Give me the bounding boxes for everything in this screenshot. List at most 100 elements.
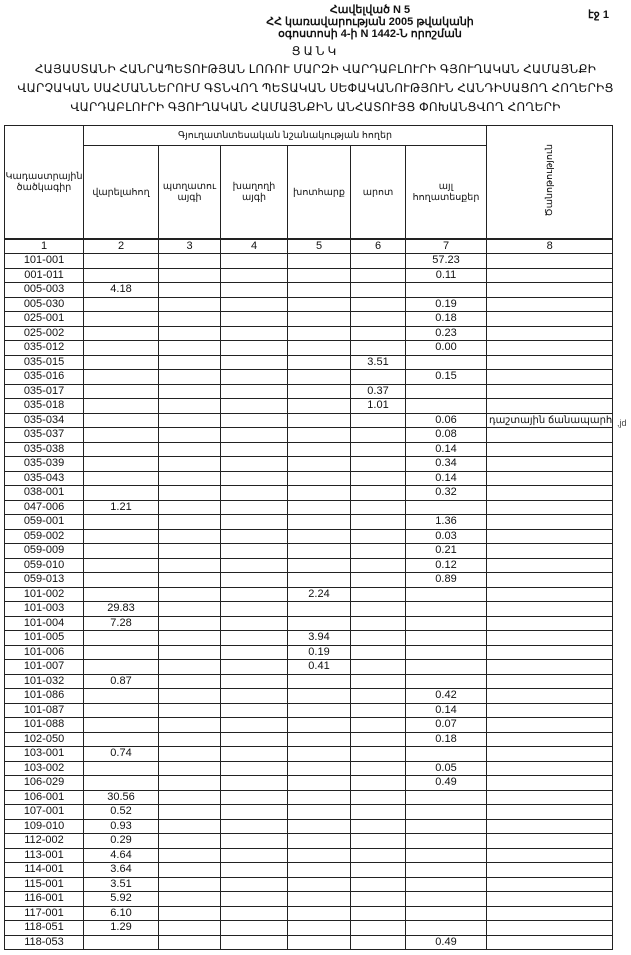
note-cell: [485, 673, 614, 689]
note-cell: [485, 934, 614, 950]
area-cell: [350, 499, 406, 515]
area-cell: [405, 354, 487, 370]
cadastral-code-cell: 103-001: [4, 746, 84, 762]
area-cell: 0.15: [405, 369, 487, 385]
area-cell: [287, 789, 351, 805]
cadastral-code-cell: 101-007: [4, 659, 84, 675]
area-cell: 6.10: [83, 905, 159, 921]
area-cell: [158, 760, 221, 776]
annex-line: ՀՀ կառավարության 2005 թվականի: [266, 16, 474, 28]
area-cell: [287, 847, 351, 863]
note-cell: [485, 441, 614, 457]
table-row: 035-034 0.06 դաշտային ճանապարհ: [4, 412, 614, 428]
table-row: 025-002 0.23: [4, 325, 614, 341]
area-cell: 0.03: [405, 528, 487, 544]
area-cell: [405, 746, 487, 762]
table-row: 101-005 3.94: [4, 630, 614, 646]
area-cell: [83, 340, 159, 356]
table-row: 005-003 4.18: [4, 282, 614, 298]
cadastral-code-cell: 059-002: [4, 528, 84, 544]
area-cell: [158, 731, 221, 747]
area-cell: [405, 586, 487, 602]
area-cell: [158, 340, 221, 356]
table-row: 114-001 3.64: [4, 862, 614, 878]
table-row: 113-001 4.64: [4, 847, 614, 863]
table-row: 059-013 0.89: [4, 572, 614, 588]
area-cell: [83, 485, 159, 501]
table-row: 059-002 0.03: [4, 528, 614, 544]
cadastral-code-cell: 109-010: [4, 818, 84, 834]
table-row: 103-001 0.74: [4, 746, 614, 762]
area-cell: [83, 470, 159, 486]
column-number: 6: [350, 238, 406, 254]
area-cell: [220, 586, 288, 602]
cadastral-code-cell: 113-001: [4, 847, 84, 863]
header-note: Ծանոթություն: [485, 125, 614, 240]
cadastral-code-cell: 035-015: [4, 354, 84, 370]
area-cell: [158, 789, 221, 805]
area-cell: [287, 412, 351, 428]
note-cell: [485, 862, 614, 878]
area-cell: 0.74: [83, 746, 159, 762]
area-cell: 0.14: [405, 470, 487, 486]
note-cell: [485, 717, 614, 733]
area-cell: [83, 369, 159, 385]
cadastral-code-cell: 106-001: [4, 789, 84, 805]
header-pasture: արոտ: [350, 145, 406, 240]
area-cell: [83, 775, 159, 791]
area-cell: [158, 702, 221, 718]
area-cell: [220, 499, 288, 515]
area-cell: [350, 412, 406, 428]
area-cell: [350, 688, 406, 704]
cadastral-code-cell: 107-001: [4, 804, 84, 820]
area-cell: [350, 746, 406, 762]
area-cell: [83, 543, 159, 559]
area-cell: [350, 934, 406, 950]
area-cell: [83, 717, 159, 733]
table-row: 101-086 0.42: [4, 688, 614, 704]
area-cell: [158, 905, 221, 921]
area-cell: [158, 847, 221, 863]
area-cell: 0.42: [405, 688, 487, 704]
cadastral-code-cell: 001-011: [4, 267, 84, 283]
area-cell: [220, 470, 288, 486]
area-cell: [158, 862, 221, 878]
area-cell: [287, 340, 351, 356]
area-cell: 1.36: [405, 514, 487, 530]
cadastral-code-cell: 117-001: [4, 905, 84, 921]
area-cell: [83, 267, 159, 283]
area-cell: 0.12: [405, 557, 487, 573]
area-cell: [220, 818, 288, 834]
area-cell: 0.93: [83, 818, 159, 834]
area-cell: [287, 572, 351, 588]
area-cell: 0.32: [405, 485, 487, 501]
area-cell: 0.18: [405, 311, 487, 327]
area-cell: 3.64: [83, 862, 159, 878]
note-cell: [485, 383, 614, 399]
area-cell: [350, 267, 406, 283]
area-cell: [220, 746, 288, 762]
area-cell: [350, 427, 406, 443]
area-cell: [220, 311, 288, 327]
area-cell: [220, 383, 288, 399]
table-row: 035-015 3.51: [4, 354, 614, 370]
area-cell: [83, 296, 159, 312]
area-cell: [83, 412, 159, 428]
area-cell: [158, 441, 221, 457]
area-cell: [405, 833, 487, 849]
table-row: 005-030 0.19: [4, 296, 614, 312]
area-cell: [350, 325, 406, 341]
table-row: 118-053 0.49: [4, 934, 614, 950]
area-cell: [220, 325, 288, 341]
note-cell: [485, 514, 614, 530]
table-row: 035-038 0.14: [4, 441, 614, 457]
note-cell: [485, 398, 614, 414]
table-row: 035-017 0.37: [4, 383, 614, 399]
area-cell: [220, 775, 288, 791]
area-cell: [220, 702, 288, 718]
area-cell: [158, 543, 221, 559]
area-cell: [287, 354, 351, 370]
area-cell: [220, 282, 288, 298]
area-cell: [220, 601, 288, 617]
note-cell: [485, 804, 614, 820]
